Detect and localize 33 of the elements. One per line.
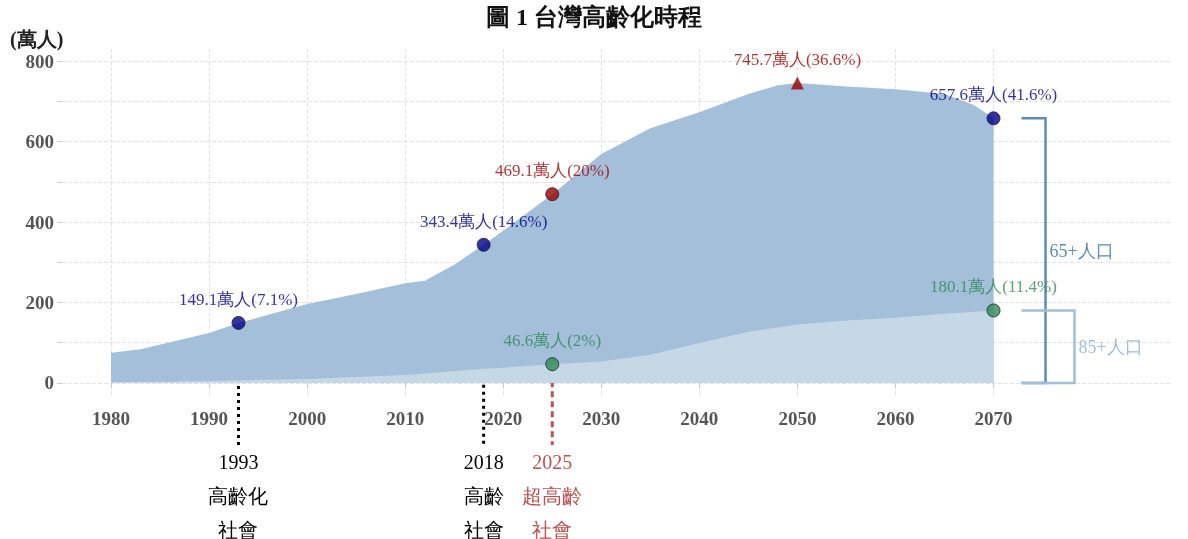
data-label: 657.6萬人(41.6%)	[929, 85, 1058, 105]
y-tick-label: 600	[25, 131, 54, 153]
y-tick-label: 0	[44, 372, 54, 394]
ref-line-label: 2025超高齡社會	[522, 450, 583, 539]
annotation: 85+人口	[1078, 336, 1143, 357]
annotation: 65+人口	[1049, 240, 1114, 261]
x-tick-label: 2050	[778, 408, 817, 429]
point	[986, 303, 1001, 318]
x-tick-label: 2010	[386, 408, 425, 429]
point	[545, 187, 560, 202]
x-tick-label: 2020	[484, 408, 523, 429]
point	[476, 237, 491, 252]
x-tick-label: 2030	[582, 408, 621, 429]
x-tick-label: 2040	[680, 408, 719, 429]
chart-title: 圖 1 台灣高齡化時程	[486, 3, 702, 30]
x-tick-label: 1980	[92, 408, 131, 429]
y-tick-label: 200	[25, 291, 54, 313]
y-tick-label: 400	[25, 211, 54, 233]
point	[231, 315, 246, 330]
x-tick-label: 1990	[190, 408, 229, 429]
y-axis-title: (萬人)	[10, 28, 64, 51]
point	[986, 111, 1001, 126]
ref-line-label: 1993高齡化社會	[208, 450, 269, 539]
ref-line-label: 2018高齡社會	[463, 450, 504, 539]
data-label: 149.1萬人(7.1%)	[179, 289, 298, 309]
data-label: 46.6萬人(2%)	[503, 331, 602, 351]
x-tick-label: 2060	[876, 408, 915, 429]
y-tick-label: 800	[25, 50, 54, 72]
x-tick-label: 2070	[974, 408, 1013, 429]
point	[790, 76, 804, 90]
x-tick-label: 2000	[288, 408, 327, 429]
point	[545, 357, 560, 372]
data-label: 745.7萬人(36.6%)	[733, 50, 862, 70]
